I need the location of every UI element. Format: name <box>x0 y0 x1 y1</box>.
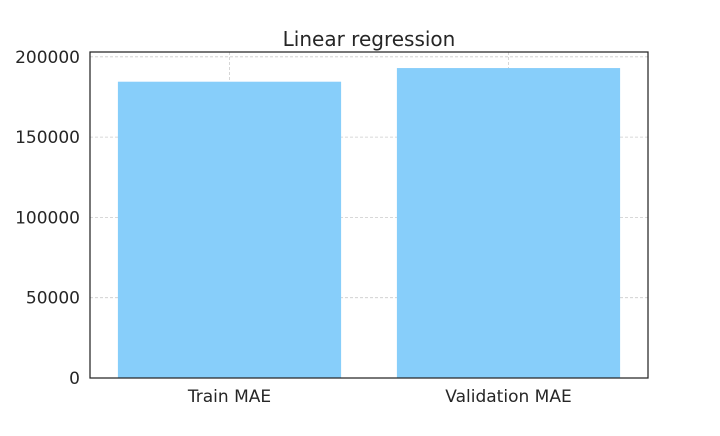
bar-1 <box>117 81 342 379</box>
bar-2 <box>396 68 621 378</box>
x-tick-label: Train MAE <box>187 387 271 407</box>
plot-frame <box>89 51 649 379</box>
y-tick-label: 150000 <box>15 128 80 148</box>
y-tick-label: 200000 <box>15 48 80 68</box>
x-tick-label: Validation MAE <box>445 387 571 407</box>
x-tick-labels: Train MAE Validation MAE <box>187 387 572 407</box>
y-tick-label: 0 <box>69 369 80 389</box>
y-tick-label: 100000 <box>15 208 80 228</box>
y-tick-labels: 0 50000 100000 150000 200000 <box>15 48 80 389</box>
chart-title: Linear regression <box>283 27 456 51</box>
bar-layer <box>117 68 621 379</box>
y-tick-label: 50000 <box>26 289 80 309</box>
